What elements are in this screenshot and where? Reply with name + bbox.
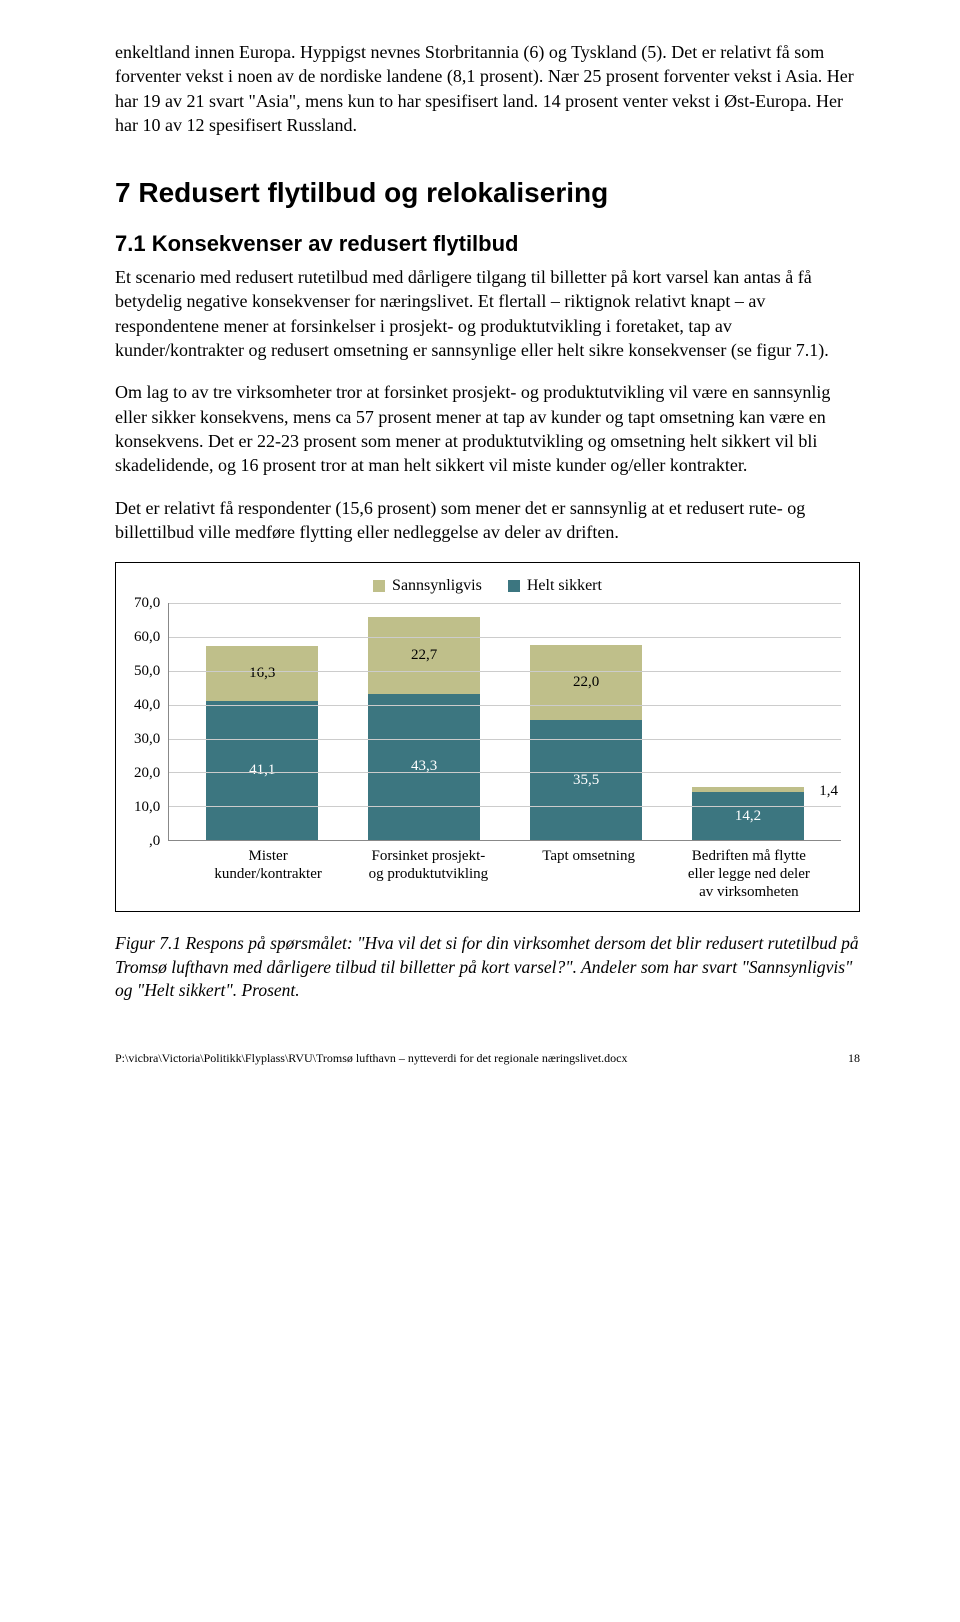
page-footer: P:\vicbra\Victoria\Politikk\Flyplass\RVU…: [115, 1051, 860, 1066]
gridline: [169, 806, 841, 807]
footer-path: P:\vicbra\Victoria\Politikk\Flyplass\RVU…: [115, 1051, 627, 1066]
heading-7: 7 Redusert flytilbud og relokalisering: [115, 177, 860, 209]
gridline: [169, 603, 841, 604]
figure-7-1-chart: Sannsynligvis Helt sikkert 70,060,050,04…: [115, 562, 860, 912]
paragraph-2: Et scenario med redusert rutetilbud med …: [115, 265, 860, 362]
bar-segment-top: 22,0: [530, 645, 642, 719]
legend-label-2: Helt sikkert: [527, 577, 602, 595]
y-axis: 70,060,050,040,030,020,010,0,0: [134, 603, 168, 841]
bar-group: 16,341,1: [206, 603, 318, 840]
legend-item-helt-sikkert: Helt sikkert: [508, 577, 602, 595]
bar-segment-bottom: 41,1: [206, 701, 318, 840]
paragraph-3: Om lag to av tre virksomheter tror at fo…: [115, 380, 860, 477]
paragraph-4: Det er relativt få respondenter (15,6 pr…: [115, 496, 860, 545]
footer-page-number: 18: [848, 1051, 860, 1066]
gridline: [169, 671, 841, 672]
bar-group: 22,743,3: [368, 603, 480, 840]
bar-segment-top: 16,3: [206, 646, 318, 701]
figure-caption: Figur 7.1 Respons på spørsmålet: "Hva vi…: [115, 932, 860, 1003]
gridline: [169, 772, 841, 773]
plot-area: 16,341,1 22,743,3 22,035,5 1,414,2: [168, 603, 841, 841]
x-tick-label: Bedriften må flytte eller legge ned dele…: [684, 847, 814, 901]
legend-swatch-2: [508, 580, 520, 592]
legend-item-sannsynligvis: Sannsynligvis: [373, 577, 482, 595]
bars-container: 16,341,1 22,743,3 22,035,5 1,414,2: [169, 603, 841, 840]
bar-group: 22,035,5: [530, 603, 642, 840]
heading-7-1: 7.1 Konsekvenser av redusert flytilbud: [115, 231, 860, 257]
gridline: [169, 637, 841, 638]
chart-area: 70,060,050,040,030,020,010,0,0 16,341,1 2…: [134, 603, 841, 841]
bar-segment-bottom: 14,2: [692, 792, 804, 840]
paragraph-intro: enkeltland innen Europa. Hyppigst nevnes…: [115, 40, 860, 137]
bar-group: 1,414,2: [692, 603, 804, 840]
x-axis-labels: Mister kunder/kontrakter Forsinket prosje…: [176, 841, 841, 901]
bar-segment-top: 1,4: [692, 787, 804, 792]
gridline: [169, 739, 841, 740]
bar-segment-top: 22,7: [368, 617, 480, 694]
gridline: [169, 705, 841, 706]
bar-segment-bottom: 43,3: [368, 694, 480, 841]
legend-swatch-1: [373, 580, 385, 592]
x-tick-label: Tapt omsetning: [524, 847, 654, 901]
chart-legend: Sannsynligvis Helt sikkert: [134, 577, 841, 595]
x-tick-label: Forsinket prosjekt- og produktutvikling: [363, 847, 493, 901]
legend-label-1: Sannsynligvis: [392, 577, 482, 595]
x-tick-label: Mister kunder/kontrakter: [203, 847, 333, 901]
